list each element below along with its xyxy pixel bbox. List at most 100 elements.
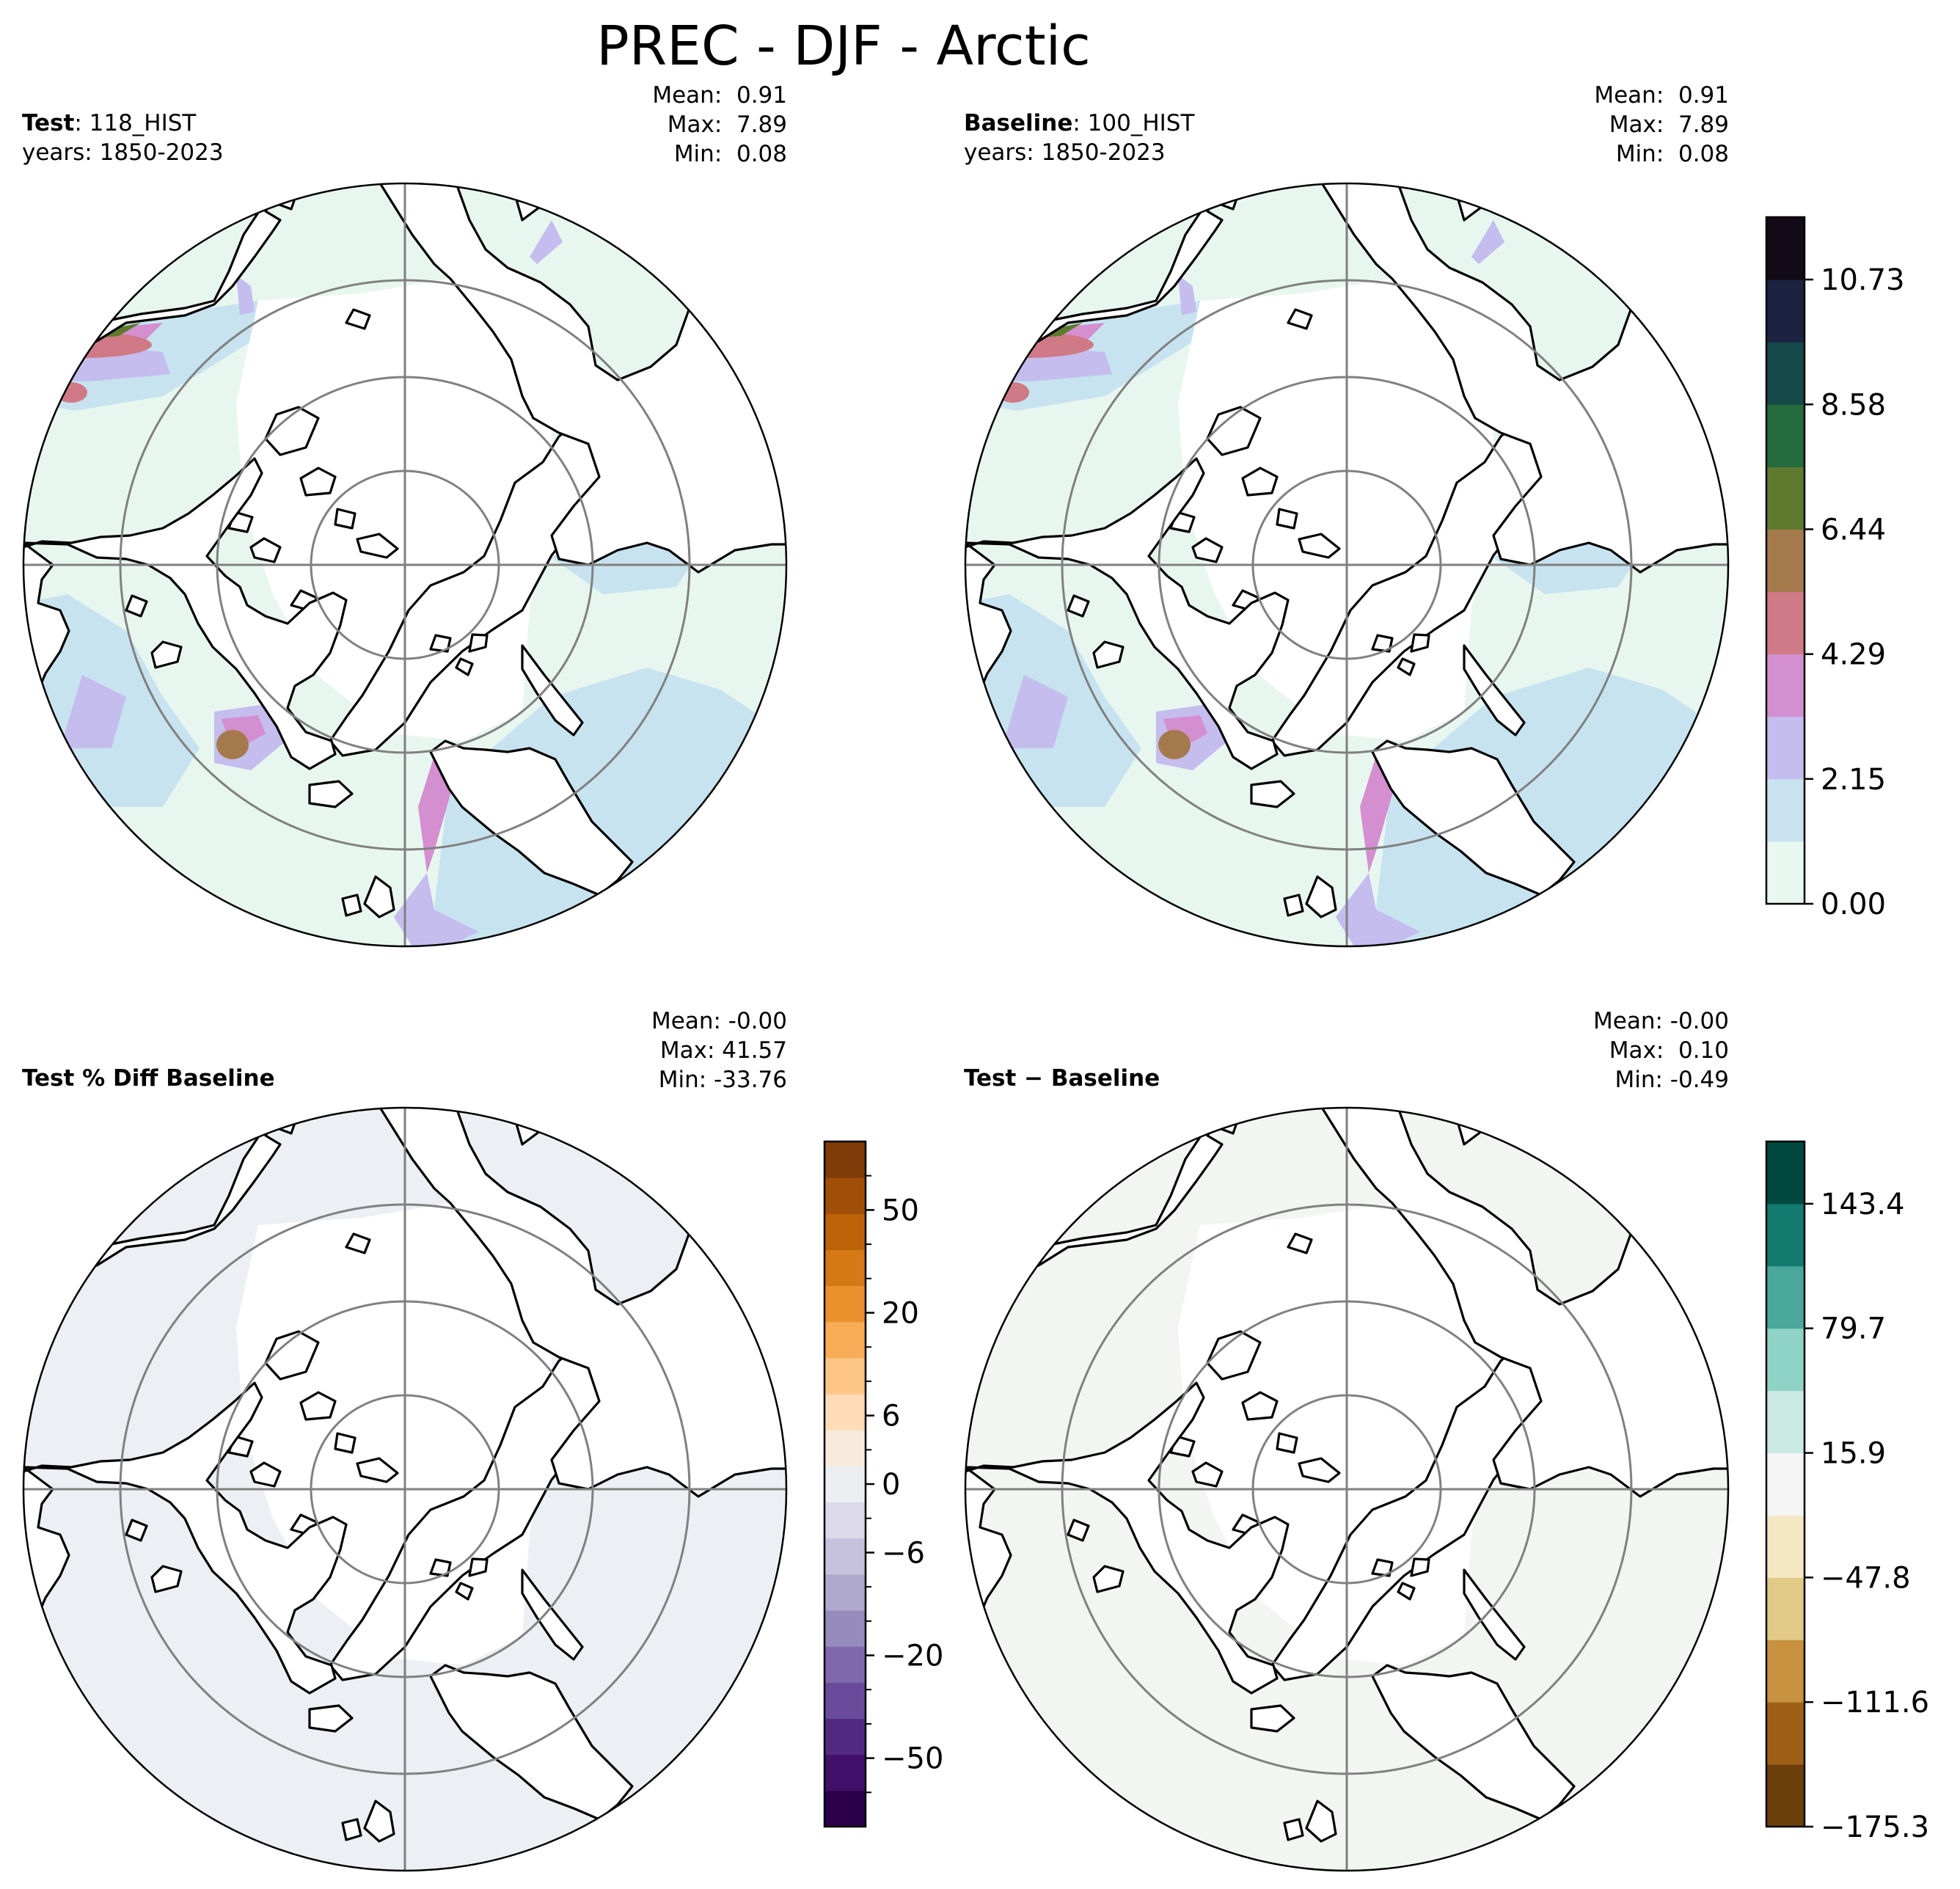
panel-label: Baseline: 100_HIST (964, 110, 1195, 136)
stat-line: Mean: 0.91 (652, 82, 787, 109)
map-boundary (964, 1106, 1730, 1872)
colorbar-tick-label: 0 (882, 1468, 900, 1502)
colorbar-swatch (824, 1285, 866, 1323)
colorbar-swatch (824, 1177, 866, 1214)
colorbar-outline (1765, 1140, 1806, 1828)
colorbar-swatch (1766, 529, 1804, 593)
stat-line: Mean: -0.00 (651, 1008, 787, 1034)
stat-line: Mean: 0.91 (1594, 82, 1729, 109)
colorbar-swatch (1766, 778, 1804, 842)
colorbar-tick-label: 0.00 (1821, 888, 1886, 921)
colorbar-swatch (824, 1249, 866, 1287)
field-patch-bering (236, 275, 255, 315)
colorbar-swatch (824, 1357, 866, 1395)
colorbar-swatch (1766, 1702, 1804, 1765)
colorbar-swatch (1766, 404, 1804, 467)
colorbar-swatch (1766, 716, 1804, 780)
colorbar-swatch (824, 1141, 866, 1178)
panel-baseline: Baseline: 100_HIST years: 1850-2023 Mean: … (964, 82, 1730, 948)
field-patch-europe (394, 873, 478, 946)
panel-label-bold: Baseline (964, 110, 1072, 136)
colorbar-swatch (824, 1430, 866, 1466)
panel-label-case: : 118_HIST (74, 110, 197, 136)
colorbar-outline (1765, 216, 1806, 905)
map-boundary (964, 182, 1730, 948)
colorbar-swatch (1766, 591, 1804, 655)
colorbar-swatch (1766, 1265, 1804, 1329)
graticule (965, 183, 1728, 946)
colorbar-swatch (1766, 1577, 1804, 1640)
field-patch-gulf-alaska-3 (23, 332, 152, 358)
colorbar-swatch (824, 1394, 866, 1431)
colorbar-tick-label: 4.29 (1821, 638, 1886, 672)
stat-line: Mean: -0.00 (1593, 1008, 1729, 1034)
colorbar-tick-label: −20 (882, 1640, 943, 1673)
colorbar-swatch (1766, 1640, 1804, 1703)
panel-test: Test: 118_HIST years: 1850-2023 Mean: 0.91… (22, 82, 788, 948)
field-patch-kamchatka (1471, 220, 1504, 264)
colorbar-main: 0.00 2.15 4.29 6.44 8.58 10.73 (1765, 216, 1905, 921)
panel-diff: Test − Baseline Mean: -0.00 Max: 0.10 Min: … (964, 1008, 1730, 1872)
colorbar-tick-label: 2.15 (1821, 763, 1886, 797)
colorbar-swatch (1766, 1203, 1804, 1267)
stat-line: Min: -33.76 (659, 1067, 787, 1093)
colorbar-swatch (1766, 1390, 1804, 1454)
colorbar-swatch (824, 1466, 866, 1503)
colorbar-swatch (1766, 467, 1804, 530)
colorbar-swatch (824, 1682, 866, 1720)
colorbar-tick-label: 20 (882, 1297, 919, 1331)
colorbar-swatch (824, 1213, 866, 1250)
panel-label-bold: Test (22, 110, 75, 136)
map-area (23, 183, 786, 946)
colorbar-tick-label: 79.7 (1821, 1312, 1886, 1346)
colorbar-swatch (824, 1646, 866, 1683)
figure-title: PREC - DJF - Arctic (596, 15, 1091, 78)
colorbar-tick-label: 6 (882, 1400, 900, 1433)
colorbar-swatch (824, 1321, 866, 1359)
graticule (965, 1108, 1728, 1871)
colorbar-swatch (824, 1718, 866, 1755)
field-patch-greenland-se-3 (216, 730, 249, 759)
colorbar-swatch (824, 1790, 866, 1827)
colorbar-swatch (1766, 1515, 1804, 1578)
colorbar-swatch (1766, 1328, 1804, 1392)
colorbar-swatch (1766, 279, 1804, 343)
map-boundary (22, 182, 788, 948)
panel-pct_diff: Test % Diff Baseline Mean: -0.00 Max: 41.5… (22, 1008, 788, 1872)
stat-line: Min: 0.08 (1616, 141, 1729, 167)
colorbar-swatch (824, 1610, 866, 1647)
panel-label-case: : 100_HIST (1072, 110, 1195, 136)
map-area (23, 1108, 786, 1871)
field-patch-gulf-alaska-4 (55, 382, 87, 403)
stat-line: Max: 0.10 (1609, 1037, 1729, 1064)
map-area (965, 1108, 1728, 1871)
colorbar-tick-label: −175.3 (1821, 1811, 1929, 1844)
stat-line: Min: 0.08 (674, 141, 787, 167)
colorbar-swatch (824, 1754, 866, 1791)
colorbar-tick-label: −6 (882, 1536, 925, 1570)
colorbar-tick-label: −47.8 (1821, 1561, 1911, 1595)
colorbar-diff: −175.3 −111.6 −47.8 15.9 79.7 143.4 (1765, 1140, 1929, 1844)
colorbar-pct: −50 −20 −6 0 6 20 50 (823, 1140, 943, 1828)
colorbar-swatch (824, 1574, 866, 1611)
panel-label: Test − Baseline (964, 1065, 1160, 1092)
colorbar-tick-label: 143.4 (1821, 1188, 1905, 1221)
colorbar-tick-label: 15.9 (1821, 1437, 1886, 1471)
field-patch-labrador (60, 675, 126, 748)
panel-years: years: 1850-2023 (964, 139, 1166, 166)
panel-label: Test % Diff Baseline (22, 1065, 275, 1092)
graticule (23, 1108, 786, 1871)
colorbar-swatch (1766, 1764, 1804, 1827)
colorbar-tick-label: −50 (882, 1742, 943, 1776)
stat-line: Min: -0.49 (1615, 1067, 1729, 1093)
map-area (965, 183, 1728, 946)
colorbar-swatch (1766, 1141, 1804, 1205)
colorbar-tick-label: 6.44 (1821, 513, 1886, 547)
colorbar-swatch (1766, 841, 1804, 905)
colorbar-tick-label: 10.73 (1821, 263, 1905, 297)
colorbar-swatch (1766, 342, 1804, 405)
field-patch-bering (1178, 275, 1196, 315)
colorbar-tick-label: 50 (882, 1194, 919, 1227)
field-patch-labrador (1002, 675, 1068, 748)
